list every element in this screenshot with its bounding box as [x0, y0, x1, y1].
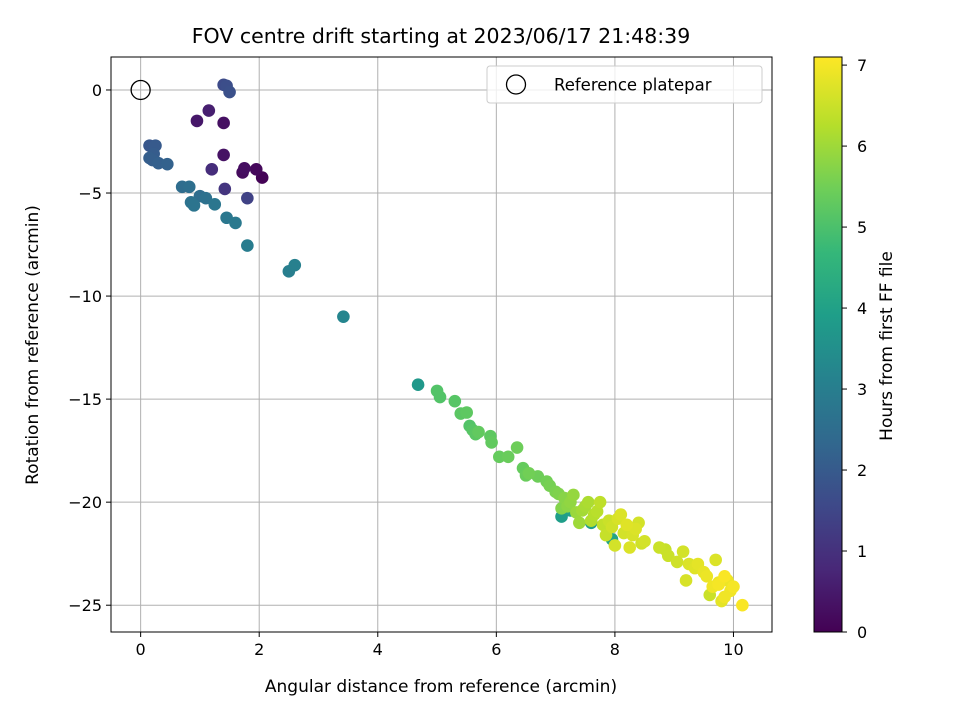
x-tick-label: 10 — [723, 640, 743, 659]
y-tick-label: 0 — [92, 81, 102, 100]
colorbar-tick-label: 4 — [857, 299, 867, 318]
data-point — [411, 378, 425, 391]
data-point — [161, 157, 174, 171]
legend-box — [486, 65, 763, 104]
data-point — [709, 553, 722, 567]
x-axis-label: Angular distance from reference (arcmin) — [265, 677, 617, 697]
data-point — [485, 436, 498, 449]
data-point — [249, 163, 263, 176]
data-point — [217, 116, 230, 130]
y-tick-label: −15 — [68, 390, 102, 409]
data-point — [241, 191, 254, 205]
colorbar-tick-label: 2 — [857, 461, 867, 480]
colorbar: 0 1 2 3 4 5 6 7 — [813, 56, 867, 642]
data-point — [573, 516, 586, 530]
legend-marker — [505, 74, 527, 95]
x-tick-label: 0 — [136, 640, 146, 659]
data-point — [205, 163, 219, 176]
x-tick-label: 6 — [491, 640, 501, 659]
x-tick-label: 8 — [610, 640, 620, 659]
data-point — [241, 239, 254, 252]
data-point — [581, 495, 595, 509]
colorbar-tick-label: 7 — [857, 56, 867, 75]
data-point — [229, 216, 242, 230]
data-point — [718, 570, 731, 583]
data-point — [608, 539, 622, 552]
data-point — [700, 570, 714, 583]
data-point — [337, 310, 350, 323]
data-point — [623, 541, 637, 554]
data-point — [593, 495, 607, 509]
data-point — [522, 467, 536, 480]
data-point — [670, 555, 684, 569]
data-point — [638, 535, 651, 548]
data-point — [653, 541, 666, 554]
plot-area: 0 2 4 6 8 10 0 −5 −10 −15 −20 −25 Reference platepar — [68, 56, 773, 659]
data-point — [217, 148, 230, 162]
plot-frame — [110, 56, 773, 633]
colorbar-tick-label: 3 — [857, 380, 867, 399]
data-point — [620, 518, 634, 532]
data-point — [223, 85, 236, 99]
colorbar-label: Hours from first FF file — [877, 251, 897, 441]
chart-title: FOV centre drift starting at 2023/06/17 … — [192, 24, 691, 48]
colorbar-frame — [813, 56, 843, 633]
data-point — [448, 394, 462, 408]
data-point — [567, 488, 580, 502]
plot-background — [111, 57, 772, 632]
data-point — [614, 508, 628, 521]
colorbar-tick-label: 1 — [857, 542, 867, 561]
data-point — [202, 104, 216, 117]
data-point — [187, 199, 201, 212]
data-point — [679, 574, 693, 587]
data-point — [727, 580, 740, 593]
data-point — [493, 450, 506, 464]
colorbar-tick-label: 5 — [857, 218, 867, 237]
y-tick-label: −10 — [68, 287, 102, 306]
data-point — [676, 545, 690, 558]
x-tick-label: 4 — [373, 640, 383, 659]
data-point — [208, 198, 222, 211]
data-point — [433, 390, 447, 404]
data-point — [238, 161, 251, 175]
reference-platepar-marker — [130, 79, 151, 101]
colorbar-tick-label: 0 — [857, 623, 867, 642]
data-point — [218, 182, 232, 196]
legend-entry-label: Reference platepar — [554, 76, 712, 95]
data-point — [199, 191, 213, 205]
data-point — [182, 180, 196, 194]
data-point — [661, 549, 675, 563]
legend: Reference platepar — [486, 65, 763, 104]
x-tick-label: 2 — [254, 640, 264, 659]
y-tick-label: −5 — [78, 184, 102, 203]
data-point — [501, 450, 515, 464]
y-tick-label: −25 — [68, 596, 102, 615]
data-point — [288, 258, 302, 272]
data-point — [510, 441, 524, 454]
data-point — [718, 590, 731, 604]
data-point — [460, 406, 473, 419]
data-point — [190, 114, 204, 128]
data-point — [472, 425, 485, 439]
y-tick-label: −20 — [68, 493, 102, 512]
colorbar-gradient — [814, 57, 842, 632]
data-point — [736, 598, 749, 612]
y-axis-label: Rotation from reference (arcmin) — [23, 205, 43, 485]
colorbar-tick-label: 6 — [857, 137, 867, 156]
